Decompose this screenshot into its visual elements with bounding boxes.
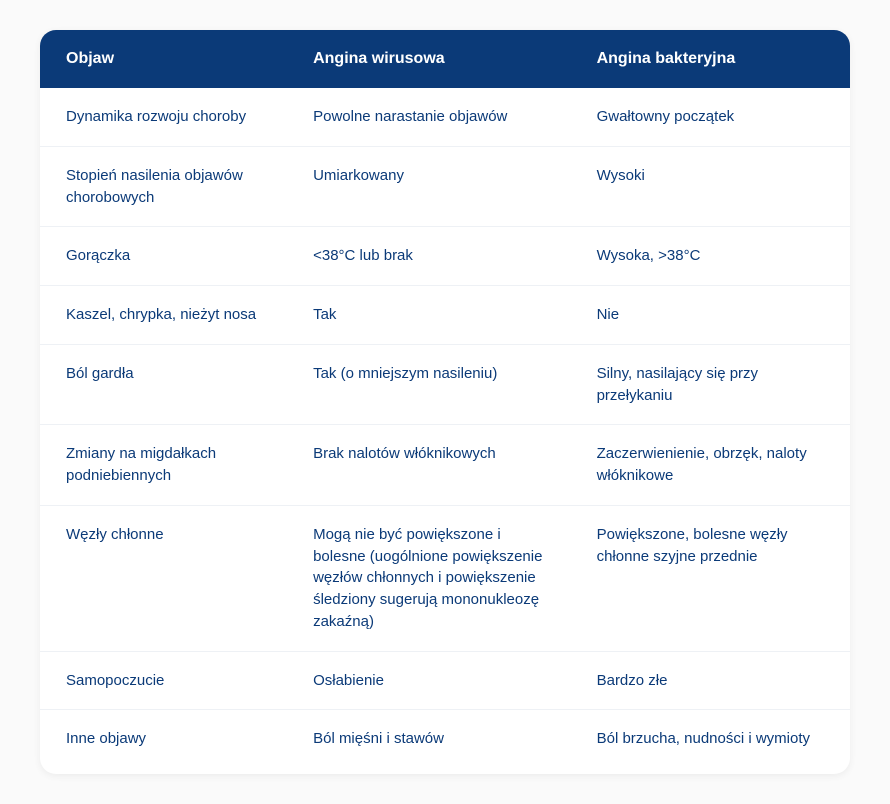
column-header-objaw: Objaw — [40, 30, 291, 88]
cell-viral: Mogą nie być powiększone i bolesne (uogó… — [291, 505, 575, 651]
cell-bacterial: Ból brzucha, nudności i wymioty — [575, 710, 850, 774]
cell-bacterial: Gwałtowny początek — [575, 88, 850, 146]
cell-symptom: Stopień nasilenia objawów chorobowych — [40, 146, 291, 227]
table-row: Ból gardła Tak (o mniejszym nasileniu) S… — [40, 344, 850, 425]
cell-symptom: Dynamika rozwoju choroby — [40, 88, 291, 146]
table-row: Stopień nasilenia objawów chorobowych Um… — [40, 146, 850, 227]
cell-viral: Tak — [291, 286, 575, 345]
comparison-table: Objaw Angina wirusowa Angina bakteryjna … — [40, 30, 850, 774]
table-header-row: Objaw Angina wirusowa Angina bakteryjna — [40, 30, 850, 88]
column-header-bakteryjna: Angina bakteryjna — [575, 30, 850, 88]
cell-viral: Osłabienie — [291, 651, 575, 710]
column-header-wirusowa: Angina wirusowa — [291, 30, 575, 88]
cell-viral: Ból mięśni i stawów — [291, 710, 575, 774]
cell-bacterial: Nie — [575, 286, 850, 345]
cell-symptom: Samopoczucie — [40, 651, 291, 710]
cell-symptom: Inne objawy — [40, 710, 291, 774]
table-body: Dynamika rozwoju choroby Powolne narasta… — [40, 88, 850, 774]
table-row: Zmiany na migdałkach podniebiennych Brak… — [40, 425, 850, 506]
table-row: Inne objawy Ból mięśni i stawów Ból brzu… — [40, 710, 850, 774]
cell-symptom: Węzły chłonne — [40, 505, 291, 651]
table-row: Samopoczucie Osłabienie Bardzo złe — [40, 651, 850, 710]
table-row: Węzły chłonne Mogą nie być powiększone i… — [40, 505, 850, 651]
cell-symptom: Gorączka — [40, 227, 291, 286]
cell-bacterial: Powiększone, bolesne węzły chłonne szyjn… — [575, 505, 850, 651]
cell-viral: Tak (o mniejszym nasileniu) — [291, 344, 575, 425]
cell-bacterial: Silny, nasilający się przy przełykaniu — [575, 344, 850, 425]
cell-viral: Powolne narastanie objawów — [291, 88, 575, 146]
cell-symptom: Zmiany na migdałkach podniebiennych — [40, 425, 291, 506]
cell-viral: <38°C lub brak — [291, 227, 575, 286]
cell-symptom: Ból gardła — [40, 344, 291, 425]
table-row: Kaszel, chrypka, nieżyt nosa Tak Nie — [40, 286, 850, 345]
cell-viral: Brak nalotów włóknikowych — [291, 425, 575, 506]
cell-bacterial: Zaczerwienienie, obrzęk, naloty włókniko… — [575, 425, 850, 506]
cell-symptom: Kaszel, chrypka, nieżyt nosa — [40, 286, 291, 345]
comparison-table-container: Objaw Angina wirusowa Angina bakteryjna … — [40, 30, 850, 774]
cell-bacterial: Wysoka, >38°C — [575, 227, 850, 286]
table-row: Dynamika rozwoju choroby Powolne narasta… — [40, 88, 850, 146]
cell-viral: Umiarkowany — [291, 146, 575, 227]
cell-bacterial: Bardzo złe — [575, 651, 850, 710]
cell-bacterial: Wysoki — [575, 146, 850, 227]
table-row: Gorączka <38°C lub brak Wysoka, >38°C — [40, 227, 850, 286]
